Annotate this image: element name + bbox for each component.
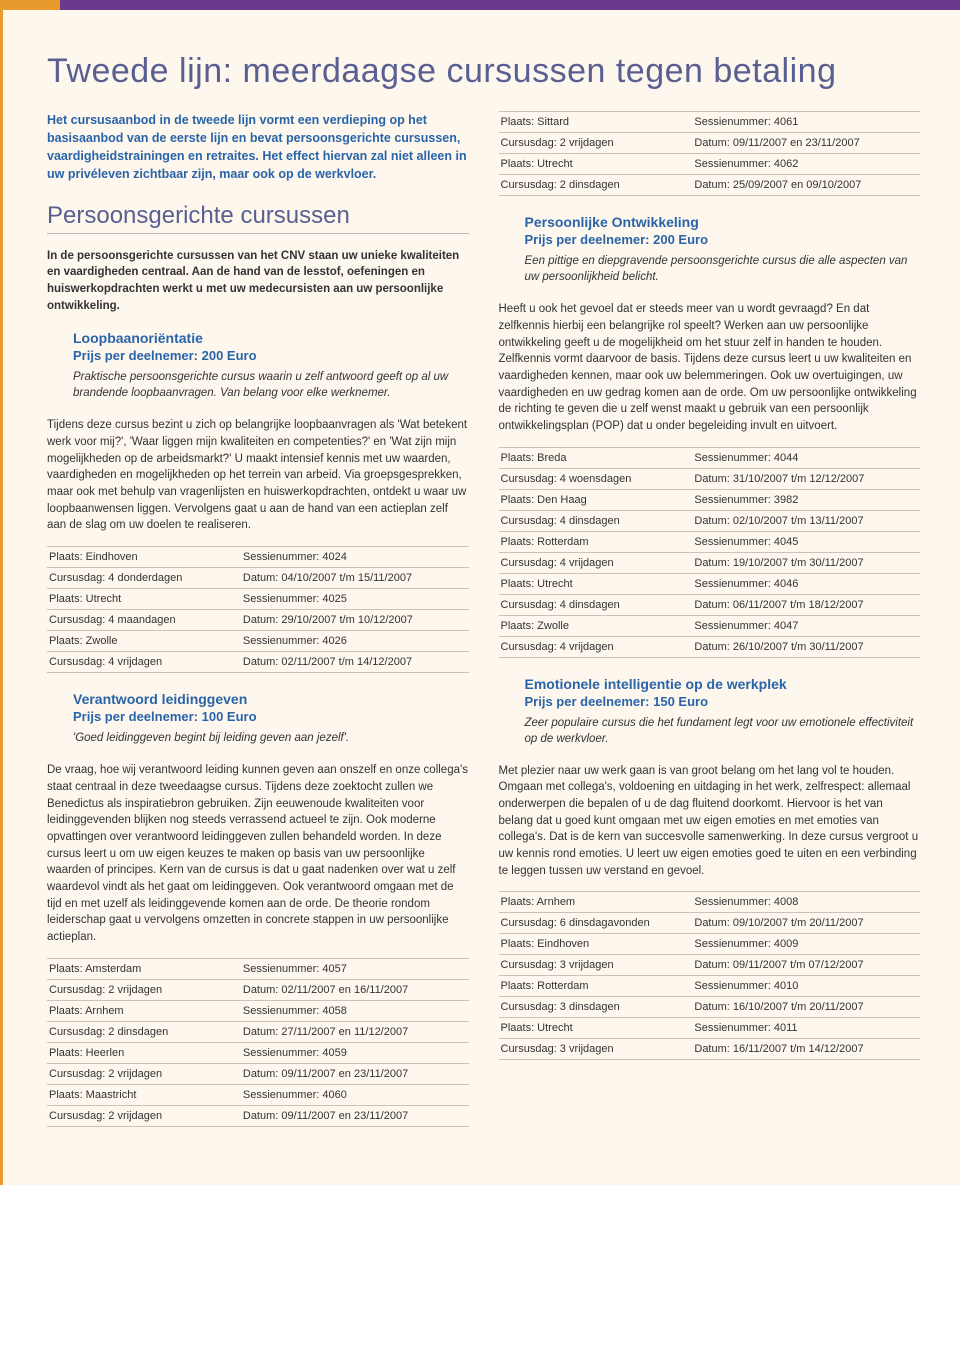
- course-leiding-header: Verantwoord leidinggeven Prijs per deeln…: [47, 691, 469, 746]
- schedule-leiding: Plaats: AmsterdamSessienummer: 4057Cursu…: [47, 958, 469, 1127]
- table-row: Plaats: ArnhemSessienummer: 4008: [499, 892, 921, 913]
- course-persoonlijk-header: Persoonlijke Ontwikkeling Prijs per deel…: [499, 214, 921, 285]
- table-row: Plaats: EindhovenSessienummer: 4024: [47, 547, 469, 568]
- course-title-loopbaan: Loopbaanoriëntatie: [73, 330, 469, 346]
- table-row: Plaats: EindhovenSessienummer: 4009: [499, 934, 921, 955]
- table-row: Cursusdag: 2 vrijdagenDatum: 09/11/2007 …: [47, 1063, 469, 1084]
- table-row: Cursusdag: 4 maandagenDatum: 29/10/2007 …: [47, 610, 469, 631]
- course-tagline-persoonlijk: Een pittige en diepgravende persoonsgeri…: [525, 253, 921, 285]
- course-body-loopbaan: Tijdens deze cursus bezint u zich op bel…: [47, 417, 469, 534]
- course-price-leiding: Prijs per deelnemer: 100 Euro: [73, 709, 469, 724]
- course-body-leiding: De vraag, hoe wij verantwoord leiding ku…: [47, 762, 469, 945]
- course-price-emotioneel: Prijs per deelnemer: 150 Euro: [525, 694, 921, 709]
- table-row: Cursusdag: 4 vrijdagenDatum: 19/10/2007 …: [499, 552, 921, 573]
- schedule-persoonlijk: Plaats: BredaSessienummer: 4044Cursusdag…: [499, 447, 921, 658]
- table-row: Cursusdag: 3 dinsdagenDatum: 16/10/2007 …: [499, 997, 921, 1018]
- table-row: Plaats: Den HaagSessienummer: 3982: [499, 489, 921, 510]
- table-row: Cursusdag: 4 vrijdagenDatum: 02/11/2007 …: [47, 652, 469, 673]
- right-column: Plaats: SittardSessienummer: 4061Cursusd…: [499, 111, 921, 1145]
- table-row: Plaats: SittardSessienummer: 4061: [499, 112, 921, 133]
- top-accent-band: [0, 0, 960, 10]
- page: Tweede lijn: meerdaagse cursussen tegen …: [0, 10, 960, 1185]
- two-column-layout: Het cursusaanbod in de tweede lijn vormt…: [47, 111, 920, 1145]
- table-row: Cursusdag: 2 vrijdagenDatum: 02/11/2007 …: [47, 979, 469, 1000]
- course-body-emotioneel: Met plezier naar uw werk gaan is van gro…: [499, 763, 921, 880]
- table-row: Plaats: ZwolleSessienummer: 4026: [47, 631, 469, 652]
- table-row: Plaats: BredaSessienummer: 4044: [499, 447, 921, 468]
- table-row: Cursusdag: 4 dinsdagenDatum: 02/10/2007 …: [499, 510, 921, 531]
- table-row: Cursusdag: 2 dinsdagenDatum: 27/11/2007 …: [47, 1021, 469, 1042]
- course-tagline-emotioneel: Zeer populaire cursus die het fundament …: [525, 715, 921, 747]
- table-row: Cursusdag: 3 vrijdagenDatum: 16/11/2007 …: [499, 1039, 921, 1060]
- left-column: Het cursusaanbod in de tweede lijn vormt…: [47, 111, 469, 1145]
- course-tagline-loopbaan: Praktische persoonsgerichte cursus waari…: [73, 369, 469, 401]
- table-row: Plaats: UtrechtSessienummer: 4011: [499, 1018, 921, 1039]
- table-row: Cursusdag: 2 vrijdagenDatum: 09/11/2007 …: [47, 1105, 469, 1126]
- table-row: Cursusdag: 4 donderdagenDatum: 04/10/200…: [47, 568, 469, 589]
- course-price-persoonlijk: Prijs per deelnemer: 200 Euro: [525, 232, 921, 247]
- page-title: Tweede lijn: meerdaagse cursussen tegen …: [47, 52, 920, 91]
- table-row: Plaats: UtrechtSessienummer: 4062: [499, 154, 921, 175]
- table-row: Plaats: UtrechtSessienummer: 4025: [47, 589, 469, 610]
- course-loopbaan-header: Loopbaanoriëntatie Prijs per deelnemer: …: [47, 330, 469, 401]
- table-row: Plaats: HeerlenSessienummer: 4059: [47, 1042, 469, 1063]
- course-price-loopbaan: Prijs per deelnemer: 200 Euro: [73, 348, 469, 363]
- course-title-leiding: Verantwoord leidinggeven: [73, 691, 469, 707]
- course-body-persoonlijk: Heeft u ook het gevoel dat er steeds mee…: [499, 301, 921, 434]
- table-row: Cursusdag: 4 vrijdagenDatum: 26/10/2007 …: [499, 636, 921, 657]
- table-row: Plaats: RotterdamSessienummer: 4045: [499, 531, 921, 552]
- table-row: Plaats: ArnhemSessienummer: 4058: [47, 1000, 469, 1021]
- table-row: Cursusdag: 2 dinsdagenDatum: 25/09/2007 …: [499, 175, 921, 196]
- course-tagline-leiding: 'Goed leidinggeven begint bij leiding ge…: [73, 730, 469, 746]
- section-heading-persoonsgericht: Persoonsgerichte cursussen: [47, 202, 469, 234]
- course-title-emotioneel: Emotionele intelligentie op de werkplek: [525, 676, 921, 692]
- table-row: Plaats: UtrechtSessienummer: 4046: [499, 573, 921, 594]
- intro-paragraph: Het cursusaanbod in de tweede lijn vormt…: [47, 111, 469, 184]
- course-title-persoonlijk: Persoonlijke Ontwikkeling: [525, 214, 921, 230]
- schedule-loopbaan: Plaats: EindhovenSessienummer: 4024Cursu…: [47, 546, 469, 673]
- course-emotioneel-header: Emotionele intelligentie op de werkplek …: [499, 676, 921, 747]
- table-row: Plaats: MaastrichtSessienummer: 4060: [47, 1084, 469, 1105]
- table-row: Plaats: RotterdamSessienummer: 4010: [499, 976, 921, 997]
- schedule-leiding-continued: Plaats: SittardSessienummer: 4061Cursusd…: [499, 111, 921, 196]
- schedule-emotioneel: Plaats: ArnhemSessienummer: 4008Cursusda…: [499, 891, 921, 1060]
- table-row: Cursusdag: 6 dinsdagavondenDatum: 09/10/…: [499, 913, 921, 934]
- table-row: Plaats: AmsterdamSessienummer: 4057: [47, 958, 469, 979]
- table-row: Cursusdag: 4 woensdagenDatum: 31/10/2007…: [499, 468, 921, 489]
- table-row: Cursusdag: 4 dinsdagenDatum: 06/11/2007 …: [499, 594, 921, 615]
- table-row: Plaats: ZwolleSessienummer: 4047: [499, 615, 921, 636]
- section-subintro: In de persoonsgerichte cursussen van het…: [47, 248, 469, 315]
- table-row: Cursusdag: 2 vrijdagenDatum: 09/11/2007 …: [499, 133, 921, 154]
- table-row: Cursusdag: 3 vrijdagenDatum: 09/11/2007 …: [499, 955, 921, 976]
